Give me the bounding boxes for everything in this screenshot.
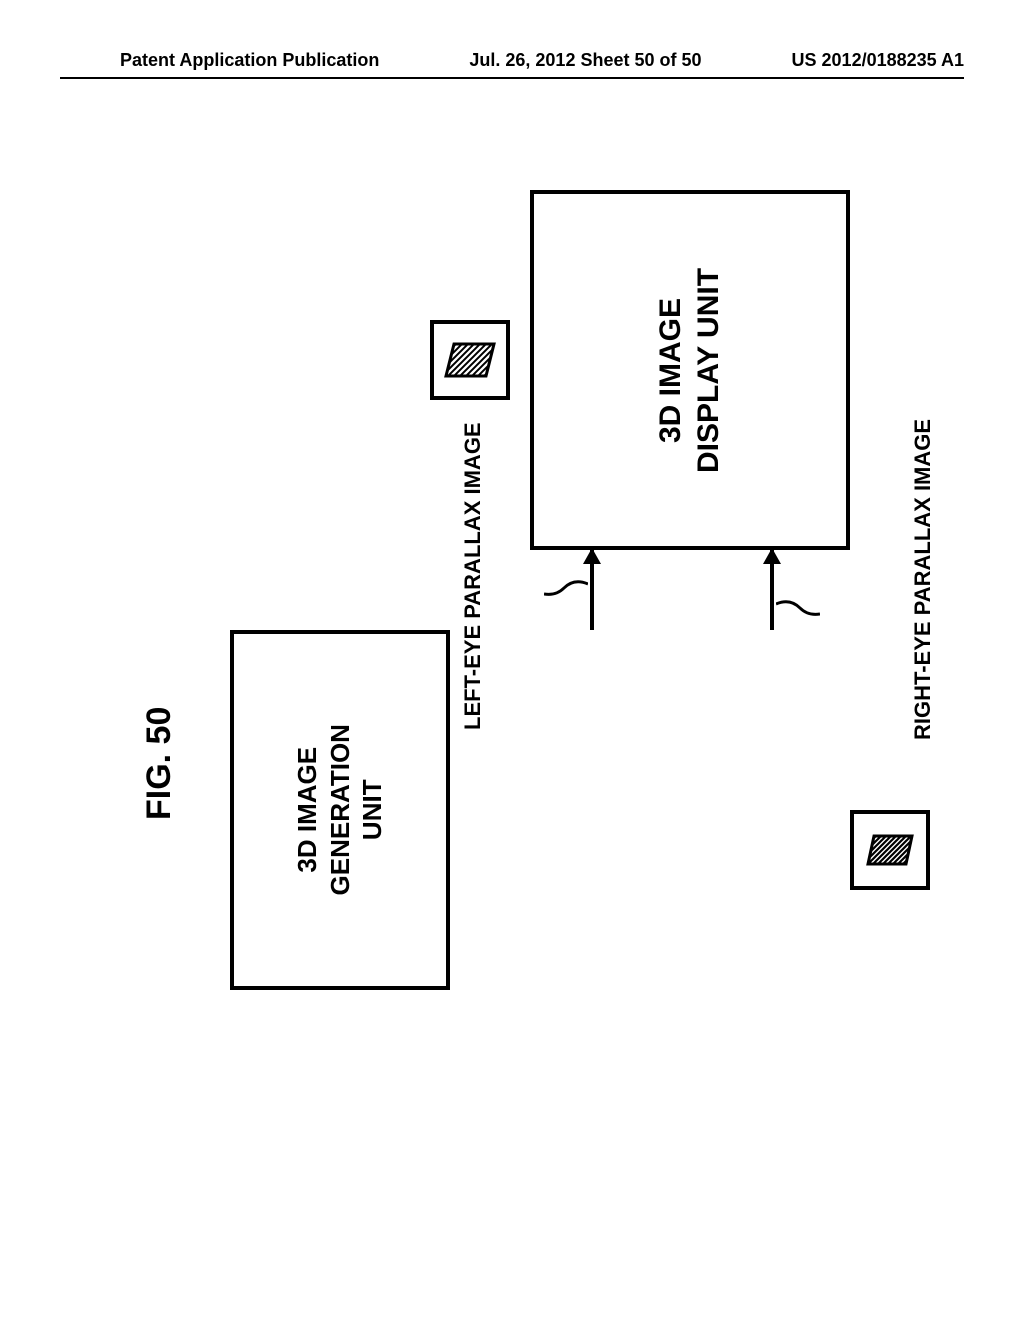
node-display-unit-label: 3D IMAGEDISPLAY UNIT [653, 267, 728, 472]
figure-diagram: 3D IMAGEGENERATIONUNIT 3D IMAGEDISPLAY U… [150, 150, 950, 1150]
parallax-icon [862, 830, 918, 870]
page: Patent Application Publication Jul. 26, … [0, 0, 1024, 1320]
leader-right [776, 600, 820, 620]
page-header: Patent Application Publication Jul. 26, … [0, 50, 1024, 79]
edge-right-eye [770, 550, 774, 630]
thumbnail-right-eye [850, 810, 930, 890]
leader-left [544, 580, 588, 600]
header-row: Patent Application Publication Jul. 26, … [0, 50, 1024, 77]
thumbnail-left-eye [430, 320, 510, 400]
header-middle: Jul. 26, 2012 Sheet 50 of 50 [469, 50, 701, 71]
node-generation-unit: 3D IMAGEGENERATIONUNIT [230, 630, 450, 990]
edge-left-eye [590, 550, 594, 630]
header-rule [60, 77, 964, 79]
signal-right-eye-label: RIGHT-EYE PARALLAX IMAGE [910, 419, 936, 740]
header-left: Patent Application Publication [120, 50, 379, 71]
signal-left-eye-label: LEFT-EYE PARALLAX IMAGE [460, 422, 486, 730]
node-display-unit: 3D IMAGEDISPLAY UNIT [530, 190, 850, 550]
header-right: US 2012/0188235 A1 [792, 50, 964, 71]
node-generation-unit-label: 3D IMAGEGENERATIONUNIT [291, 724, 389, 895]
parallax-icon [442, 340, 498, 380]
